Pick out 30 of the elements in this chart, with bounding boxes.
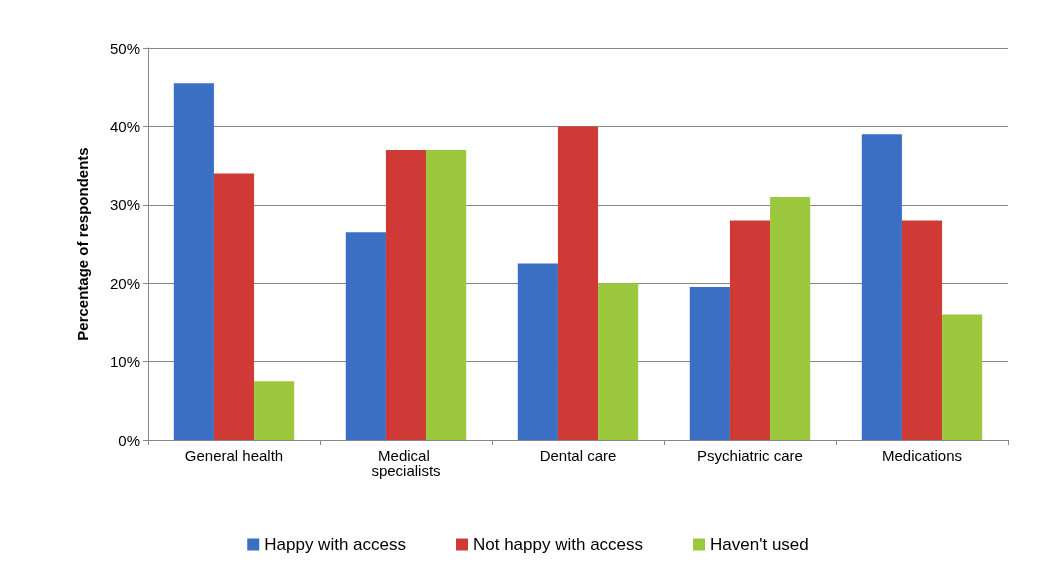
x-tick-label: Psychiatric care <box>697 447 803 464</box>
y-tick-label: 20% <box>109 274 140 292</box>
x-tick-label: Medical specialists <box>371 447 441 479</box>
y-tick-label: 10% <box>109 353 140 371</box>
x-tick-label: General health <box>184 447 284 464</box>
bar <box>173 83 214 440</box>
y-tick-label: 40% <box>109 117 140 135</box>
bar <box>942 314 983 440</box>
bar <box>689 287 730 440</box>
bar <box>254 381 295 440</box>
bar <box>345 232 386 440</box>
bar <box>385 149 427 440</box>
bar <box>861 134 902 440</box>
legend-label: Haven't used <box>710 535 809 554</box>
bar <box>729 220 771 440</box>
bar <box>517 263 558 440</box>
y-tick-label: 0% <box>118 431 140 449</box>
bar <box>901 220 943 440</box>
x-tick-label: Medications <box>881 447 963 464</box>
bar <box>557 126 599 440</box>
legend-label: Happy with access <box>264 535 406 554</box>
y-tick-label: 50% <box>109 39 140 57</box>
bar <box>770 196 811 440</box>
y-axis-title: Percentage of respondents <box>74 147 91 341</box>
y-tick-label: 30% <box>109 196 140 214</box>
bar <box>426 149 467 440</box>
bar <box>213 173 255 440</box>
legend-label: Not happy with access <box>472 535 644 554</box>
x-tick-label: Dental care <box>539 447 617 464</box>
bar <box>598 283 639 440</box>
